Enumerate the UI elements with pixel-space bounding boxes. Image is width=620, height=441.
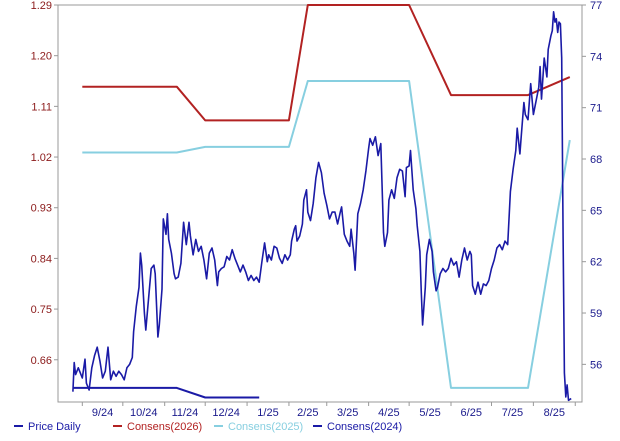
left-axis-tick-label: 0.75 bbox=[31, 304, 52, 316]
tick-layer: 0.66 0.75 0.84 0.93 1.02 1.11 1.20 1.29 56 59 62 65… bbox=[31, 0, 603, 419]
x-axis-tick-label: 5/25 bbox=[419, 407, 440, 419]
right-axis-tick-label: 68 bbox=[590, 154, 602, 166]
legend-label: Consens(2024) bbox=[327, 421, 402, 433]
legend: Price Daily Consens(2026) Consens(2025) Con… bbox=[14, 421, 402, 433]
legend-label: Consens(2026) bbox=[127, 421, 202, 433]
x-axis-tick-label: 11/24 bbox=[172, 407, 199, 419]
right-axis-tick-label: 65 bbox=[590, 205, 602, 217]
left-axis-tick-label: 1.20 bbox=[31, 51, 52, 63]
x-axis-tick-label: 7/25 bbox=[502, 407, 523, 419]
x-axis-tick-label: 6/25 bbox=[461, 407, 482, 419]
left-axis-tick-label: 0.93 bbox=[31, 203, 52, 215]
right-axis-tick-label: 74 bbox=[590, 51, 602, 63]
series-line-consens-2024 bbox=[72, 386, 260, 399]
right-axis-tick-label: 62 bbox=[590, 257, 602, 269]
x-axis-tick-label: 8/25 bbox=[544, 407, 565, 419]
x-axis-tick-label: 1/25 bbox=[257, 407, 278, 419]
right-axis-tick-label: 71 bbox=[590, 103, 602, 115]
x-axis-tick-label: 4/25 bbox=[378, 407, 399, 419]
right-axis-tick-label: 59 bbox=[590, 308, 602, 320]
x-axis-tick-label: 10/24 bbox=[130, 407, 158, 419]
series-line-price-daily bbox=[72, 11, 572, 402]
x-axis-tick-label: 9/24 bbox=[92, 407, 113, 419]
left-axis-tick-label: 1.02 bbox=[31, 152, 52, 164]
x-axis-tick-label: 12/24 bbox=[212, 407, 240, 419]
legend-label: Consens(2025) bbox=[228, 421, 303, 433]
plot-frame bbox=[57, 4, 583, 403]
series-line-consens-2025 bbox=[82, 80, 571, 389]
right-axis-tick-label: 77 bbox=[590, 0, 602, 12]
series-line-consens-2026 bbox=[82, 4, 571, 122]
series-layer bbox=[72, 4, 572, 402]
x-axis-tick-label: 3/25 bbox=[337, 407, 358, 419]
x-axis-tick-label: 2/25 bbox=[297, 407, 318, 419]
left-axis-tick-label: 1.11 bbox=[31, 101, 52, 113]
left-axis-tick-label: 1.29 bbox=[31, 0, 52, 12]
left-axis-tick-label: 0.84 bbox=[31, 253, 52, 265]
left-axis-tick-label: 0.66 bbox=[31, 355, 52, 367]
legend-label: Price Daily bbox=[28, 421, 81, 433]
right-axis-tick-label: 56 bbox=[590, 359, 602, 371]
